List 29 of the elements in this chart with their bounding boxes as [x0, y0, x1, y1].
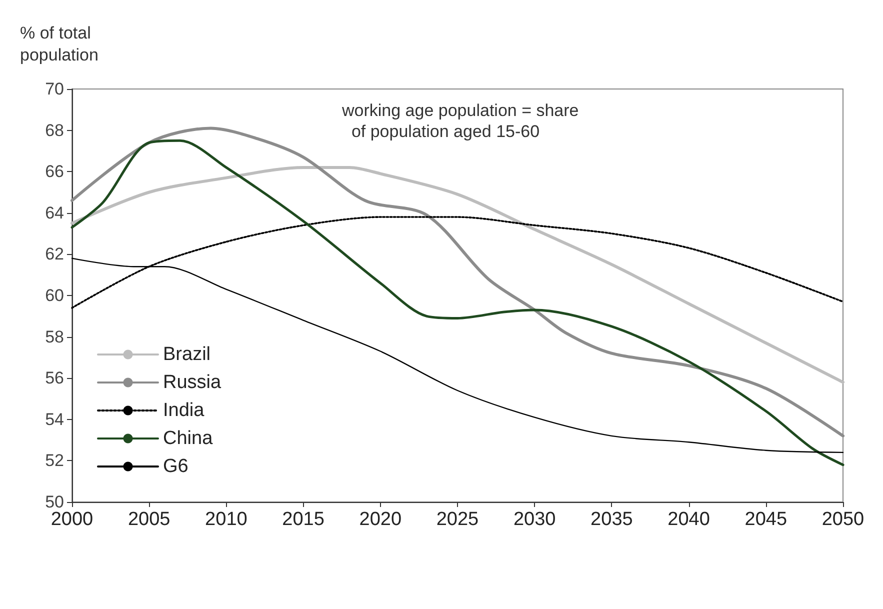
x-tick-label: 2045 — [744, 509, 788, 530]
y-tick-label: 52 — [45, 451, 64, 470]
legend-label: Brazil — [163, 344, 211, 365]
y-tick-label: 50 — [45, 492, 64, 512]
x-tick-label: 2025 — [436, 509, 479, 530]
legend-label: China — [163, 428, 214, 449]
y-tick-label: 56 — [45, 368, 64, 388]
y-tick-label: 66 — [45, 162, 64, 182]
legend-label: G6 — [163, 456, 188, 477]
x-tick-label: 2000 — [50, 509, 94, 530]
y-tick-label: 64 — [45, 203, 64, 222]
y-tick-label: 54 — [45, 410, 64, 429]
y-tick-label: 70 — [45, 80, 64, 98]
y-tick-label: 60 — [45, 286, 64, 305]
y-axis-title: % of total population — [20, 24, 98, 64]
legend-label: Russia — [163, 372, 222, 393]
annotation: working age population = share of population aged 15-60 — [341, 101, 579, 141]
y-tick-label: 68 — [45, 120, 64, 140]
x-tick-label: 2020 — [359, 509, 402, 530]
x-tick-label: 2010 — [205, 509, 248, 530]
x-tick-label: 2050 — [822, 509, 864, 530]
x-tick-label: 2040 — [668, 509, 710, 530]
y-tick-label: 62 — [45, 244, 64, 264]
y-tick-label: 58 — [45, 327, 64, 346]
x-tick-label: 2030 — [513, 509, 556, 530]
x-tick-label: 2005 — [128, 509, 170, 530]
x-tick-label: 2035 — [590, 509, 633, 530]
legend-label: India — [163, 400, 205, 421]
x-tick-label: 2015 — [282, 509, 324, 530]
